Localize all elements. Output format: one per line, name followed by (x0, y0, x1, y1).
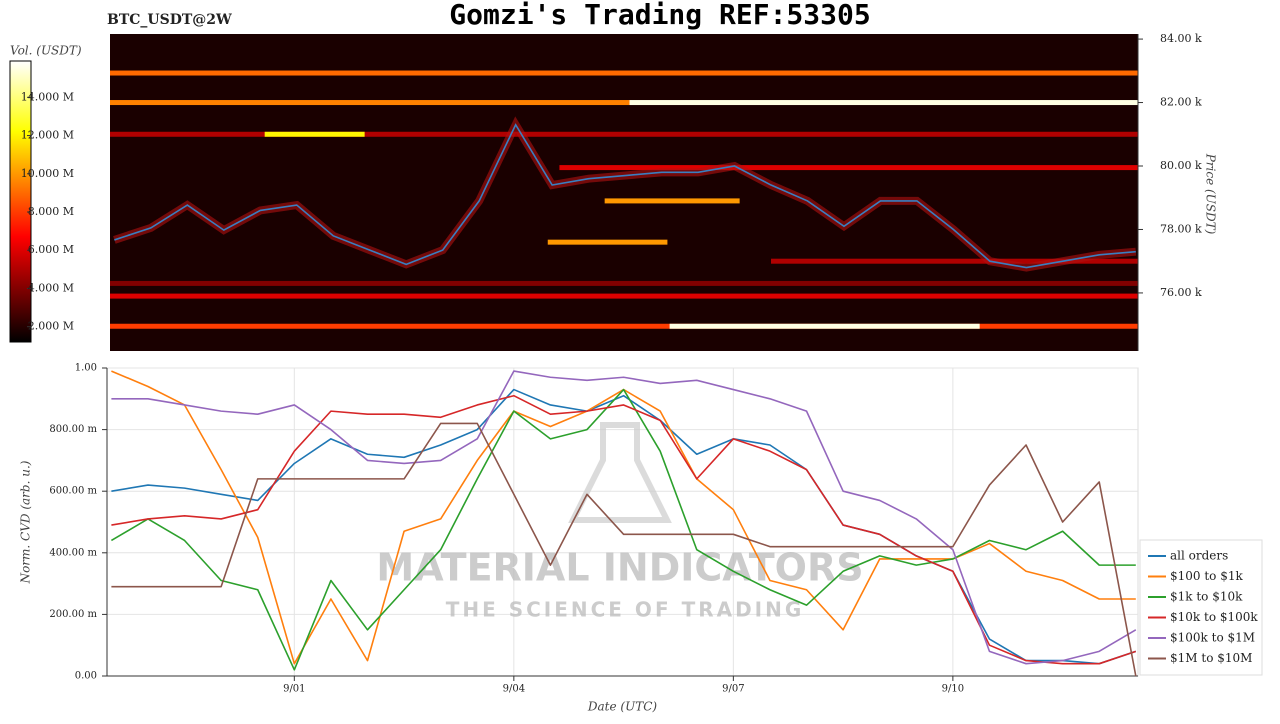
colorbar-tick-label: 14.000 M (21, 90, 74, 103)
colorbar (9, 60, 32, 343)
heat-cell (110, 323, 1138, 329)
heat-cell (110, 131, 1138, 137)
heat-cell (110, 293, 1138, 299)
x-tick-label: 9/04 (503, 684, 525, 695)
y-tick-label: 82.00 k (1160, 96, 1202, 109)
series-line (111, 388, 1137, 665)
y-tick-label: 0.00 (75, 671, 97, 682)
price-line (114, 123, 1136, 269)
heat-cell (629, 100, 1138, 106)
x-tick-label: 9/10 (942, 684, 964, 695)
heat-cell (110, 280, 1138, 286)
y-tick-label: 200.00 m (49, 609, 97, 620)
watermark-tagline: THE SCIENCE OF TRADING (446, 598, 805, 622)
y-tick-label: 600.00 m (49, 486, 97, 497)
legend-label: $10k to $100k (1170, 610, 1258, 624)
heat-cell (669, 323, 980, 329)
legend-label: all orders (1170, 549, 1228, 563)
series-line (110, 388, 1136, 671)
series-line (111, 370, 1137, 665)
colorbar-tick-label: 6.000 M (28, 243, 74, 256)
x-axis-label: Date (UTC) (587, 700, 657, 714)
heat-cell (771, 258, 1138, 264)
x-tick-label: 9/01 (283, 684, 305, 695)
colorbar-tick-label: 10.000 M (21, 167, 74, 180)
heat-cell (110, 70, 1138, 76)
heat-cell (547, 239, 668, 245)
legend-label: $1k to $10k (1170, 590, 1243, 604)
x-tick-label: 9/07 (722, 684, 744, 695)
heat-cell (110, 100, 630, 106)
series-line (111, 394, 1137, 665)
y-axis-label: Price (USDT) (1204, 153, 1218, 235)
y-tick-label: 76.00 k (1160, 286, 1202, 299)
legend-box (1139, 539, 1263, 676)
y-tick-label: 1.00 (75, 363, 97, 374)
heat-cell (264, 131, 365, 137)
watermark-brand: MATERIAL INDICATORS (376, 546, 863, 590)
legend-label: $100 to $1k (1170, 569, 1243, 583)
y-tick-label: 84.00 k (1160, 32, 1202, 45)
y-tick-label: 80.00 k (1160, 159, 1202, 172)
colorbar-tick-label: 12.000 M (21, 129, 74, 142)
page-title: Gomzi's Trading REF:53305 (449, 0, 870, 31)
heat-cell (559, 165, 1138, 171)
colorbar-label: Vol. (USDT) (10, 44, 82, 58)
heatmap-bg (110, 34, 1138, 351)
legend-label: $100k to $1M (1170, 631, 1255, 645)
colorbar-tick-label: 2.000 M (28, 320, 74, 333)
subtitle: BTC_USDT@2W (107, 12, 232, 28)
watermark: MATERIAL INDICATORS THE SCIENCE OF TRADI… (376, 422, 864, 622)
y-axis-label: Norm. CVD (arb. u.) (19, 460, 33, 584)
colorbar-tick-label: 4.000 M (28, 281, 74, 294)
legend-label: $1M to $10M (1170, 651, 1252, 665)
heat-cell (604, 198, 740, 204)
colorbar-tick-label: 8.000 M (28, 205, 74, 218)
y-tick-label: 800.00 m (49, 424, 97, 435)
y-tick-label: 78.00 k (1160, 222, 1202, 235)
y-tick-label: 400.00 m (49, 547, 97, 558)
series-line (111, 422, 1137, 677)
